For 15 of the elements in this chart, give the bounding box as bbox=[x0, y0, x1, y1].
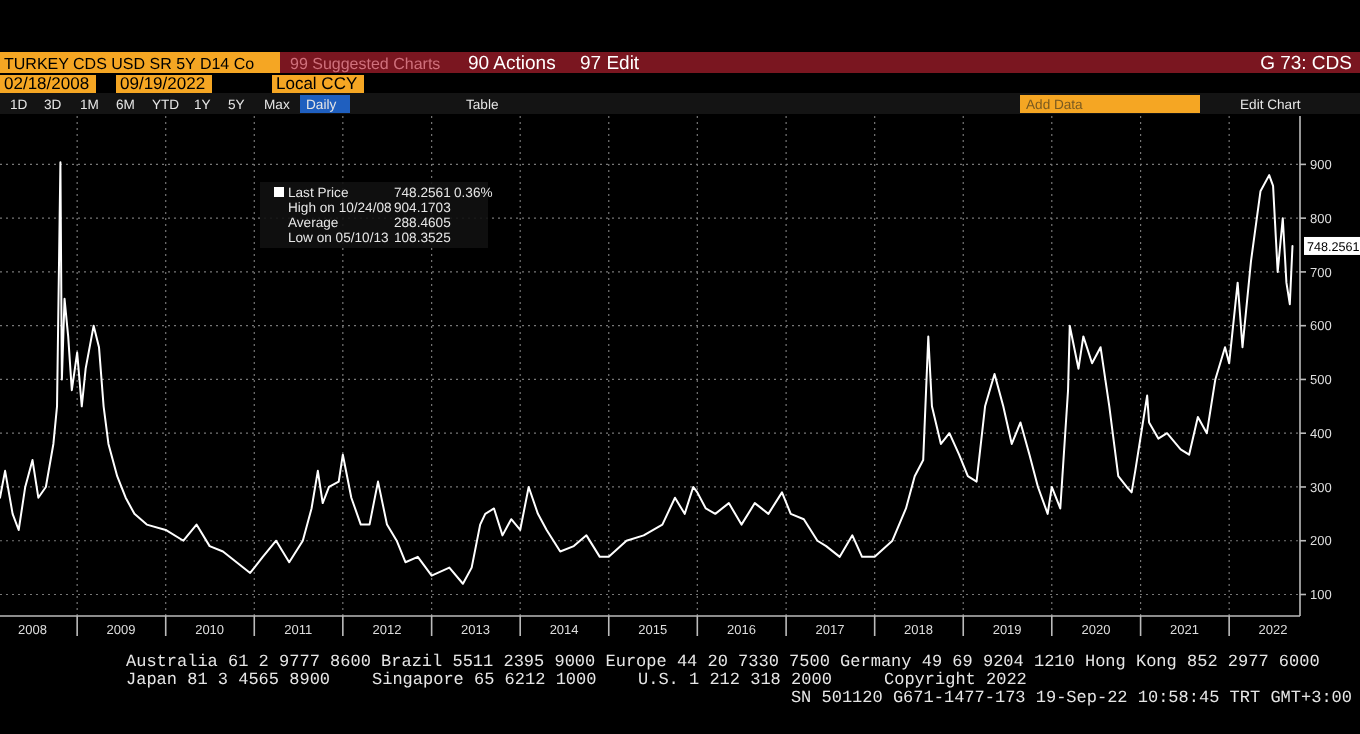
text: SN 501120 G671-1477-173 19-Sep-22 10:58:45 TRT GMT+3:00 bbox=[790, 688, 1352, 708]
text: Local CCY bbox=[276, 73, 358, 93]
text: 09/19/2022 bbox=[120, 73, 206, 93]
text: G 73: CDS bbox=[1260, 53, 1352, 75]
text: Singapore 65 6212 1000 bbox=[372, 670, 597, 690]
text: 97 Edit bbox=[580, 53, 640, 75]
line-series bbox=[0, 161, 1294, 585]
text: Japan 81 3 4565 8900 bbox=[126, 670, 331, 690]
text: 90 Actions bbox=[468, 53, 557, 75]
text: 02/18/2008 bbox=[4, 73, 90, 93]
text: Australia 61 2 9777 8600 Brazil 5511 2395 9000 Europe 44 20 7330 7500 Germany 49 69 9204 1210 Hong Kong 852 2977 6000 bbox=[126, 652, 1320, 672]
text: 99 Suggested Charts bbox=[290, 55, 441, 73]
text: U.S. 1 212 318 2000 bbox=[638, 670, 832, 690]
text: Copyright 2022 bbox=[884, 670, 1027, 690]
chart-title: TURKEY CDS USD SR 5Y D14 Co bbox=[4, 55, 256, 73]
